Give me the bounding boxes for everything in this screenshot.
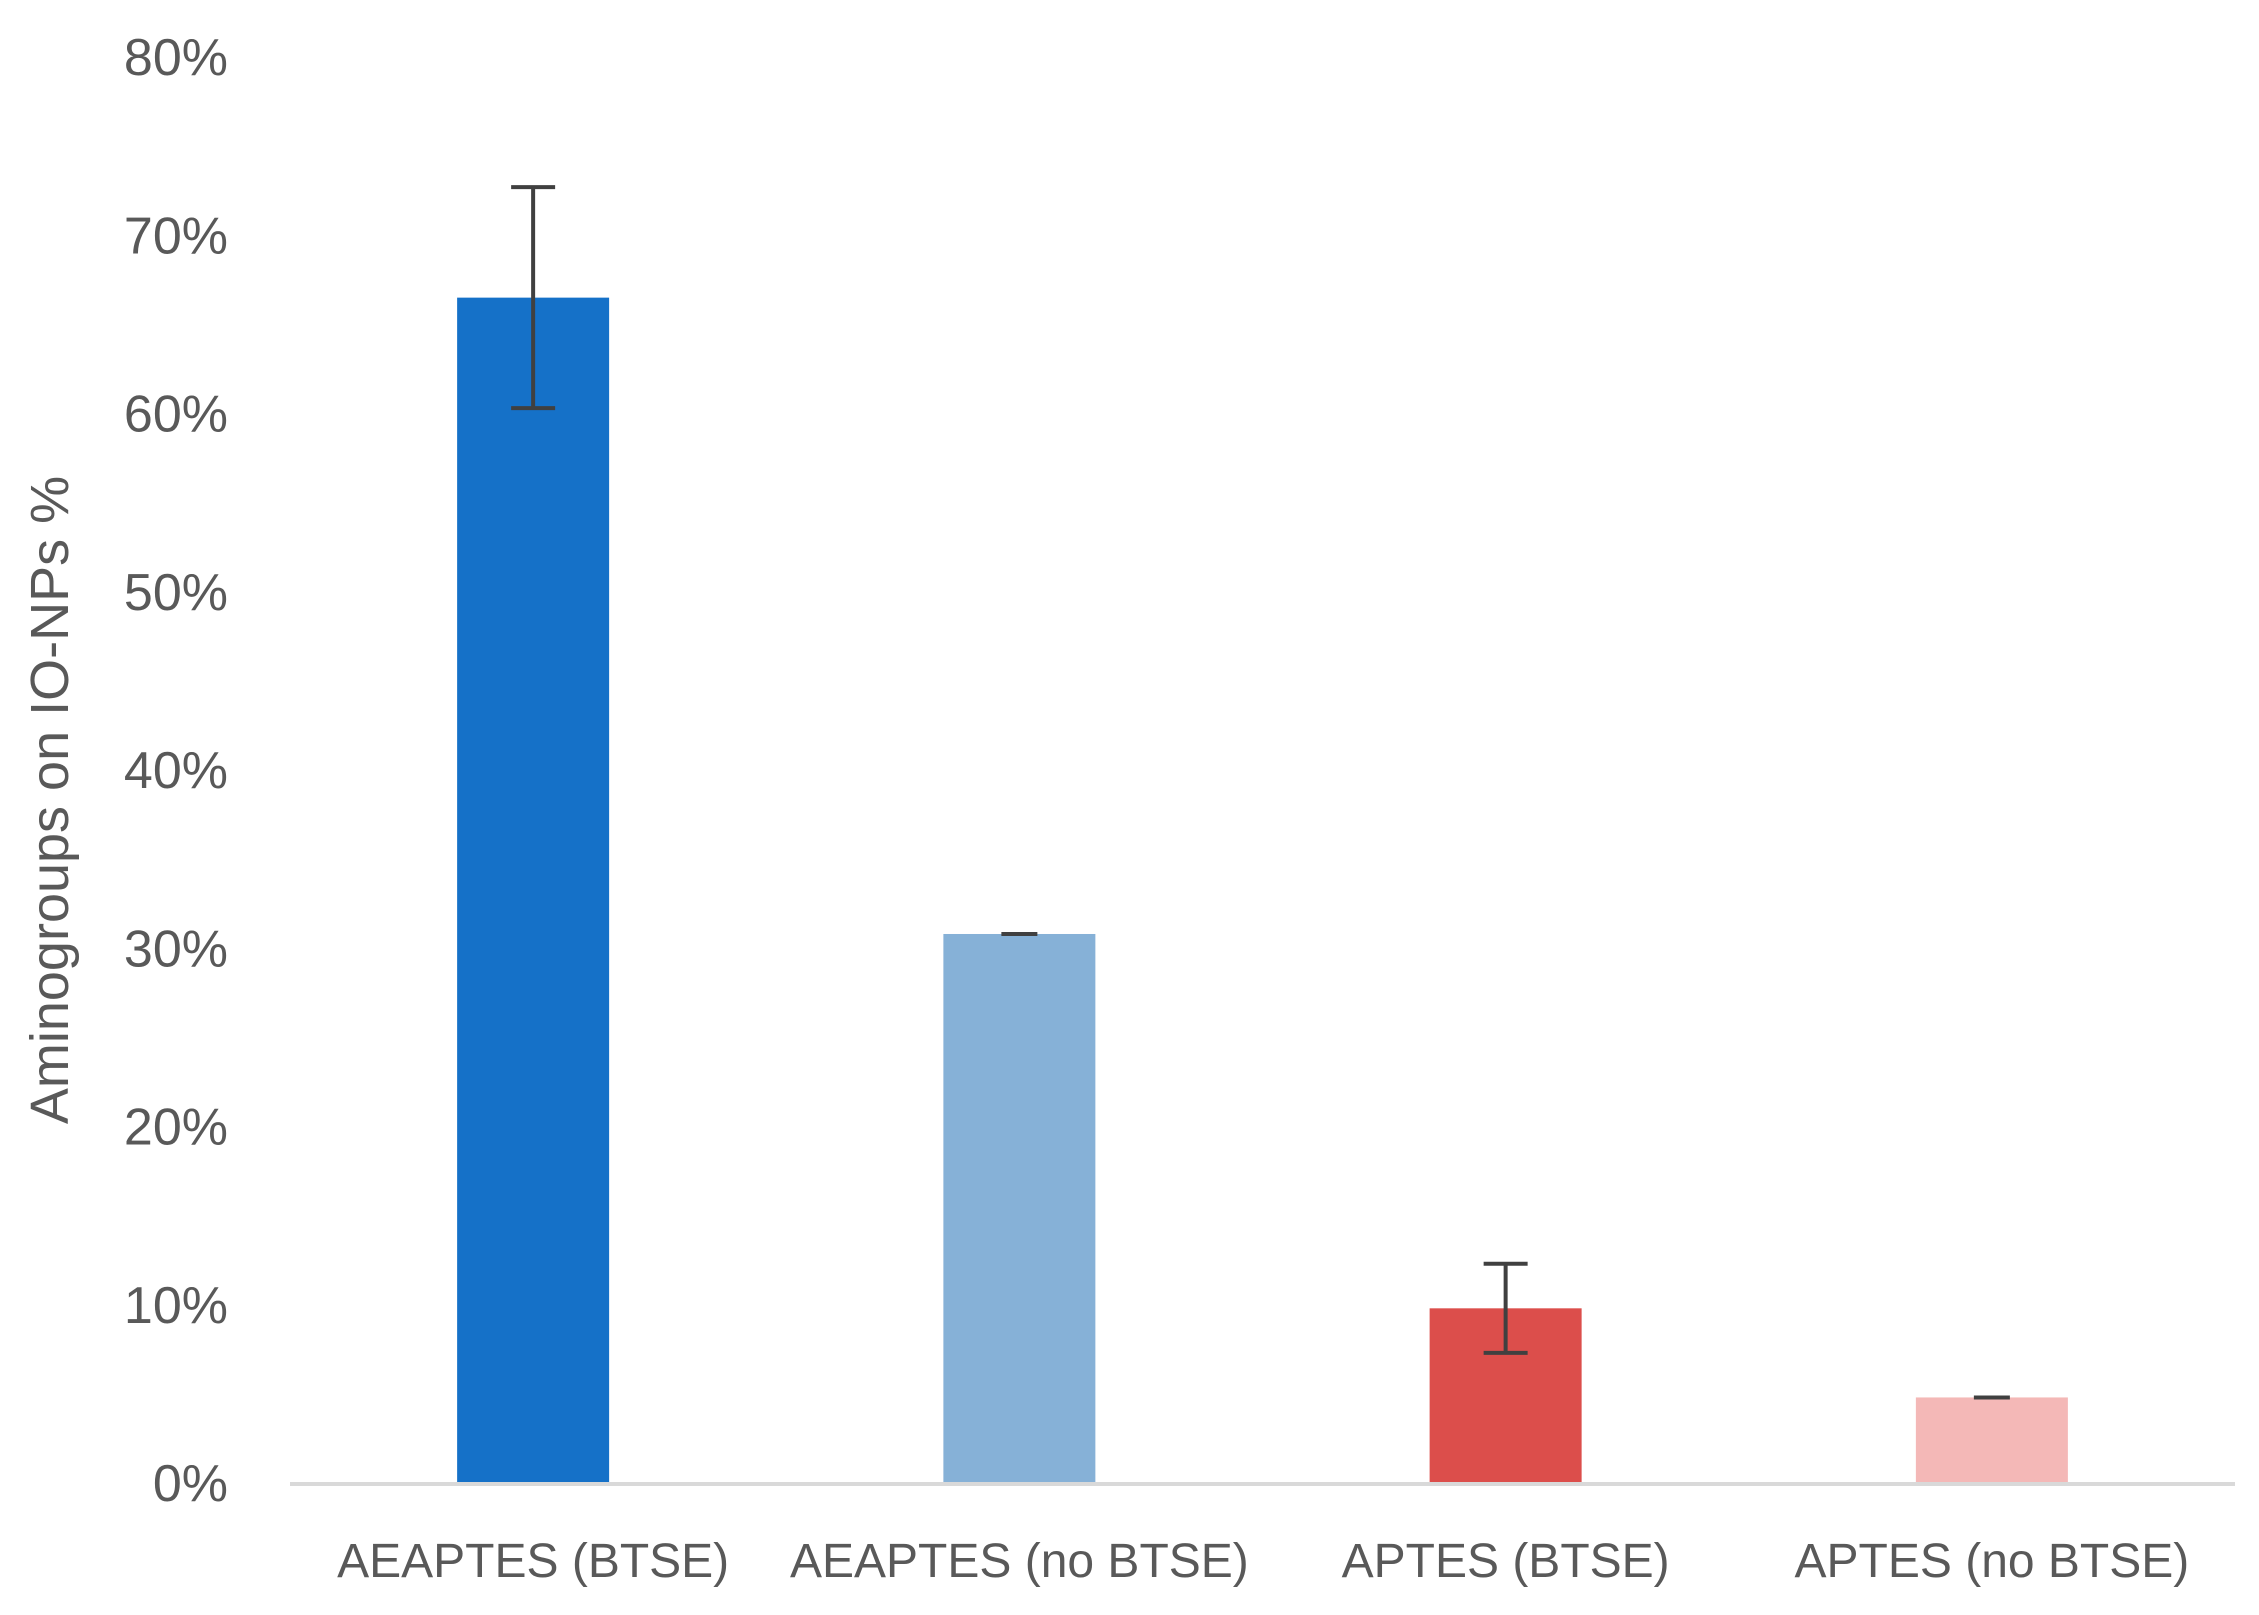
bar-2 [943, 933, 1096, 1483]
error-bars-group [511, 185, 2010, 1400]
y-tick-label: 0% [153, 1455, 228, 1513]
y-tick-label: 20% [124, 1099, 228, 1157]
x-axis-labels: AEAPTES (BTSE) AEAPTES (no BTSE) APTES (BT… [337, 1535, 2189, 1588]
y-tick-label: 50% [124, 564, 228, 622]
y-tick-label: 60% [124, 386, 228, 444]
x-tick-label: APTES (BTSE) [1342, 1535, 1670, 1588]
x-tick-label: APTES (no BTSE) [1794, 1535, 2189, 1588]
x-tick-label: AEAPTES (no BTSE) [790, 1535, 1249, 1588]
x-tick-label: AEAPTES (BTSE) [337, 1535, 729, 1588]
bar-1 [457, 297, 610, 1484]
y-tick-label: 70% [124, 207, 228, 265]
bars-group [457, 297, 2068, 1484]
y-tick-label: 30% [124, 920, 228, 978]
error-bar-1 [511, 185, 556, 411]
y-tick-label: 80% [124, 29, 228, 87]
y-tick-label: 40% [124, 742, 228, 800]
bar-4 [1915, 1397, 2068, 1483]
error-bar-3 [1483, 1261, 1528, 1355]
y-axis-title: Aminogroups on IO-NPs % [20, 476, 80, 1124]
y-axis-ticks: 0% 10% 20% 30% 40% 50% 60% 70% 80% [124, 29, 228, 1513]
y-tick-label: 10% [124, 1277, 228, 1335]
